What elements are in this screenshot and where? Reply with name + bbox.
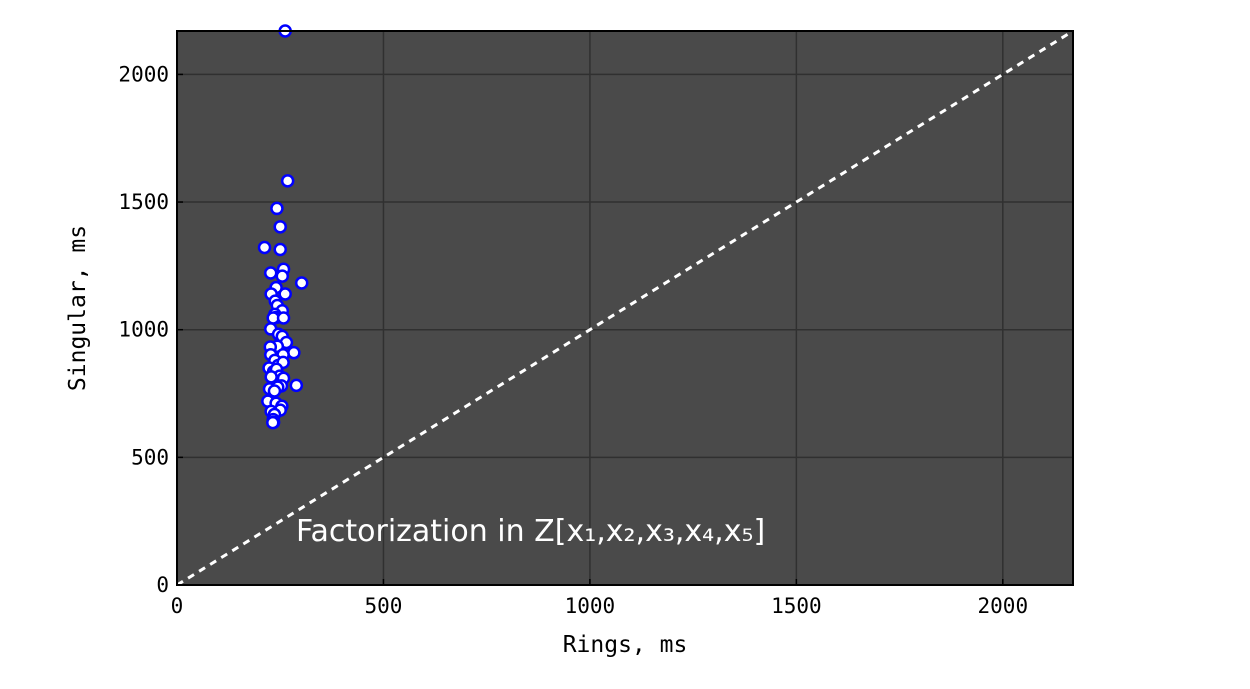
data-point <box>273 242 287 257</box>
chart-annotation: Factorization in Z[x₁,x₂,x₃,x₄,x₅] <box>296 514 765 549</box>
x-axis-title: Rings, ms <box>563 632 688 658</box>
x-tick-label: 0 <box>171 594 184 618</box>
y-tick-label: 1500 <box>118 190 169 214</box>
data-point <box>275 269 290 283</box>
data-points <box>257 24 309 430</box>
x-tick-label: 500 <box>364 594 402 618</box>
data-point <box>289 378 304 393</box>
data-point <box>287 345 301 360</box>
x-axis-ticks: 0 500 1000 1500 2000 <box>171 579 1028 618</box>
data-point <box>270 201 284 216</box>
data-point <box>266 415 280 430</box>
diagonal-reference-line <box>176 29 1074 587</box>
x-tick-label: 1500 <box>771 594 822 618</box>
x-tick-label: 1000 <box>565 594 616 618</box>
y-tick-label: 1000 <box>118 318 169 342</box>
y-axis-title: Singular, ms <box>65 225 91 391</box>
data-point <box>257 240 272 255</box>
data-point <box>267 384 282 398</box>
y-axis-ticks: 0 500 1000 1500 2000 <box>118 62 183 597</box>
y-tick-label: 500 <box>131 445 169 469</box>
data-point <box>276 311 291 325</box>
data-point <box>278 287 292 301</box>
data-point <box>264 370 278 384</box>
data-point <box>273 220 287 234</box>
plot-frame <box>176 30 1074 586</box>
y-tick-label: 2000 <box>118 62 169 86</box>
data-point <box>263 266 278 280</box>
grid-lines <box>177 31 1073 585</box>
data-point <box>294 276 309 290</box>
data-point <box>280 174 295 188</box>
y-tick-label: 0 <box>156 573 169 597</box>
x-tick-label: 2000 <box>978 594 1029 618</box>
